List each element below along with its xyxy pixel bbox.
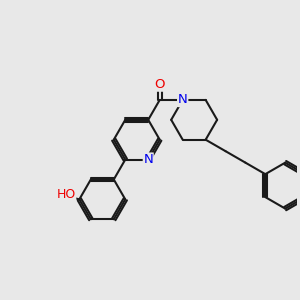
Text: N: N: [178, 93, 188, 106]
Text: O: O: [154, 78, 165, 91]
Text: HO: HO: [56, 188, 76, 201]
Text: N: N: [178, 93, 188, 106]
Text: N: N: [143, 153, 153, 166]
